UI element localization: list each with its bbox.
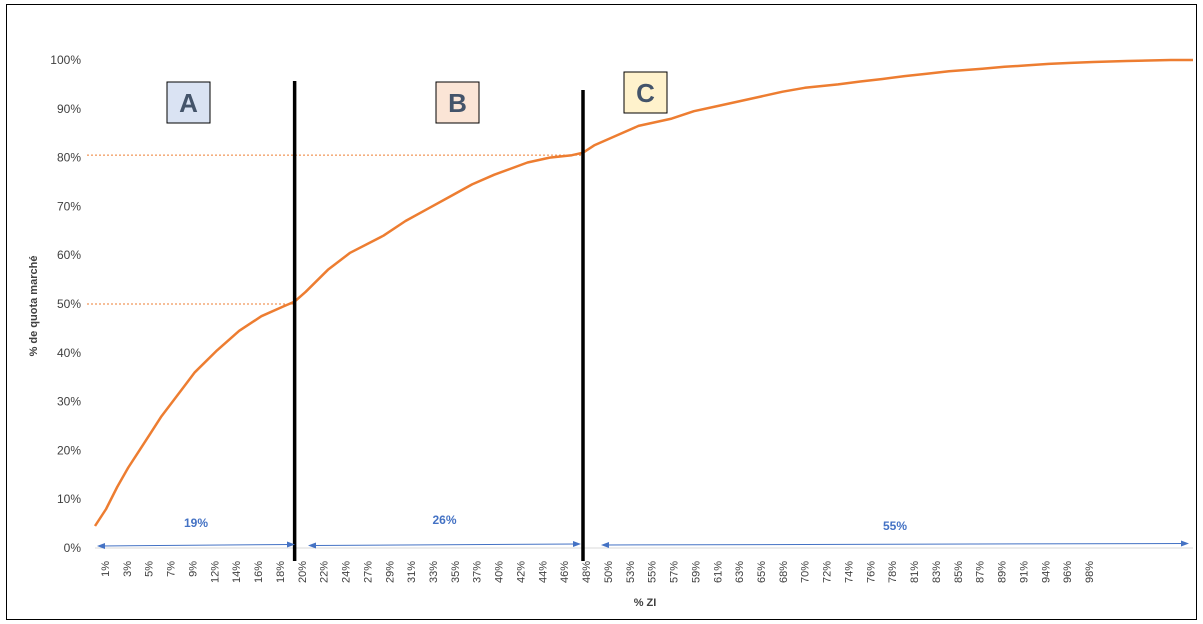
- x-tick-label: 85%: [953, 561, 965, 583]
- x-tick-label: 57%: [669, 561, 681, 583]
- x-tick-label: 78%: [887, 561, 899, 583]
- x-tick-label: 46%: [559, 561, 571, 583]
- x-axis-title: % ZI: [634, 597, 657, 609]
- x-tick-label: 29%: [384, 561, 396, 583]
- x-tick-label: 70%: [800, 561, 812, 583]
- x-tick-label: 96%: [1062, 561, 1074, 583]
- y-tick-label: 20%: [57, 443, 81, 457]
- y-axis-title: % de quota marché: [28, 256, 40, 357]
- zone-label: A: [179, 88, 198, 118]
- span-label: 55%: [883, 519, 907, 533]
- x-tick-label: 3%: [122, 561, 134, 577]
- x-tick-label: 74%: [843, 561, 855, 583]
- x-tick-label: 87%: [975, 561, 987, 583]
- line-chart: 0% 10% 20% 30% 40% 50% 60% 70% 80% 90% 100% 1% 3% 5%…: [28, 53, 1193, 609]
- x-tick-label: 7%: [166, 561, 178, 577]
- y-tick-label: 50%: [57, 297, 81, 311]
- x-tick-label: 24%: [341, 561, 353, 583]
- x-tick-label: 76%: [865, 561, 877, 583]
- x-tick-label: 81%: [909, 561, 921, 583]
- y-tick-label: 0%: [64, 541, 82, 555]
- x-tick-label: 98%: [1084, 561, 1096, 583]
- x-tick-label: 94%: [1040, 561, 1052, 583]
- x-tick-label: 20%: [297, 561, 309, 583]
- x-axis-ticks: 1% 3% 5% 7% 9% 12% 14% 16% 18% 20% 22% 24% 27% 29% 31%…: [100, 561, 1096, 583]
- x-tick-label: 35%: [450, 561, 462, 583]
- span-arrow: [308, 541, 581, 549]
- zone-label: C: [636, 78, 655, 108]
- x-tick-label: 44%: [537, 561, 549, 583]
- x-tick-label: 48%: [581, 561, 593, 583]
- series-line: [93, 58, 1193, 527]
- x-tick-label: 72%: [822, 561, 834, 583]
- zone-box: [166, 81, 211, 124]
- x-tick-label: 50%: [603, 561, 615, 583]
- y-tick-label: 30%: [57, 395, 81, 409]
- zone-labels: A B C: [166, 71, 668, 124]
- vertical-divider-lines: [292, 81, 585, 561]
- x-tick-label: 83%: [931, 561, 943, 583]
- y-tick-label: 60%: [57, 248, 81, 262]
- x-tick-label: 1%: [100, 561, 112, 577]
- x-tick-label: 61%: [712, 561, 724, 583]
- y-tick-label: 70%: [57, 199, 81, 213]
- x-tick-label: 16%: [253, 561, 265, 583]
- x-tick-label: 55%: [647, 561, 659, 583]
- y-tick-label: 40%: [57, 346, 81, 360]
- x-tick-label: 33%: [428, 561, 440, 583]
- x-tick-label: 65%: [756, 561, 768, 583]
- zone-label: B: [448, 88, 467, 118]
- y-tick-label: 10%: [57, 492, 81, 506]
- horizontal-reference-lines: [87, 154, 583, 305]
- x-tick-label: 14%: [231, 561, 243, 583]
- x-tick-label: 18%: [275, 561, 287, 583]
- span-arrow: [97, 541, 295, 549]
- y-tick-label: 90%: [57, 102, 81, 116]
- x-tick-label: 37%: [472, 561, 484, 583]
- y-tick-label: 80%: [57, 151, 81, 165]
- zone-box: [435, 81, 480, 124]
- x-tick-label: 68%: [778, 561, 790, 583]
- series-group: [93, 58, 1193, 527]
- x-tick-label: 89%: [997, 561, 1009, 583]
- y-axis-ticks: 0% 10% 20% 30% 40% 50% 60% 70% 80% 90% 100%: [50, 53, 81, 555]
- chart-frame: 0% 10% 20% 30% 40% 50% 60% 70% 80% 90% 100% 1% 3% 5%…: [6, 4, 1197, 620]
- x-tick-label: 9%: [187, 561, 199, 577]
- x-tick-label: 59%: [690, 561, 702, 583]
- y-tick-label: 100%: [50, 53, 81, 67]
- span-label: 26%: [432, 513, 456, 527]
- x-tick-label: 63%: [734, 561, 746, 583]
- x-tick-label: 31%: [406, 561, 418, 583]
- x-tick-label: 5%: [144, 561, 156, 577]
- x-tick-label: 42%: [515, 561, 527, 583]
- x-tick-label: 22%: [319, 561, 331, 583]
- x-tick-label: 12%: [209, 561, 221, 583]
- x-tick-label: 27%: [362, 561, 374, 583]
- span-label: 19%: [184, 516, 208, 530]
- span-arrow: [601, 540, 1189, 548]
- x-tick-label: 91%: [1018, 561, 1030, 583]
- zone-box: [623, 71, 668, 114]
- span-arrows: 19% 26% 55%: [97, 513, 1189, 549]
- x-tick-label: 53%: [625, 561, 637, 583]
- x-tick-label: 40%: [494, 561, 506, 583]
